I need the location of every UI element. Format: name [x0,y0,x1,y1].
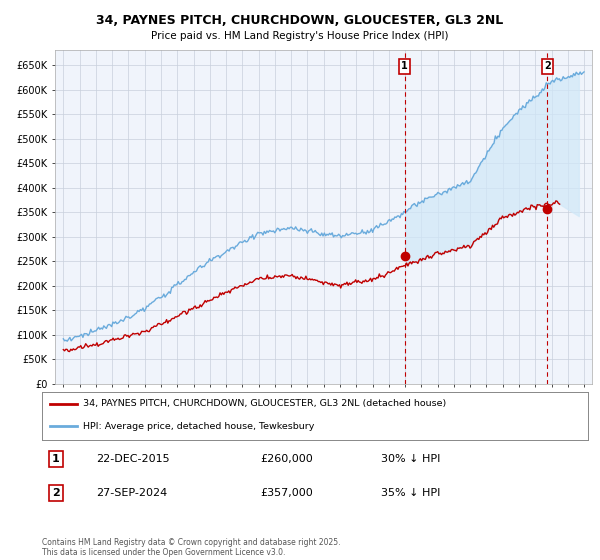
Text: 1: 1 [52,454,59,464]
Text: 34, PAYNES PITCH, CHURCHDOWN, GLOUCESTER, GL3 2NL: 34, PAYNES PITCH, CHURCHDOWN, GLOUCESTER… [97,14,503,27]
Text: 27-SEP-2024: 27-SEP-2024 [97,488,168,498]
Text: HPI: Average price, detached house, Tewkesbury: HPI: Average price, detached house, Tewk… [83,422,314,431]
Text: Price paid vs. HM Land Registry's House Price Index (HPI): Price paid vs. HM Land Registry's House … [151,31,449,41]
Text: £357,000: £357,000 [260,488,313,498]
Text: £260,000: £260,000 [260,454,313,464]
Text: 34, PAYNES PITCH, CHURCHDOWN, GLOUCESTER, GL3 2NL (detached house): 34, PAYNES PITCH, CHURCHDOWN, GLOUCESTER… [83,399,446,408]
Text: 35% ↓ HPI: 35% ↓ HPI [380,488,440,498]
Text: 22-DEC-2015: 22-DEC-2015 [97,454,170,464]
Text: Contains HM Land Registry data © Crown copyright and database right 2025.
This d: Contains HM Land Registry data © Crown c… [42,538,341,557]
Text: 2: 2 [544,61,551,71]
Text: 30% ↓ HPI: 30% ↓ HPI [380,454,440,464]
Text: 2: 2 [52,488,59,498]
Text: 1: 1 [401,61,408,71]
